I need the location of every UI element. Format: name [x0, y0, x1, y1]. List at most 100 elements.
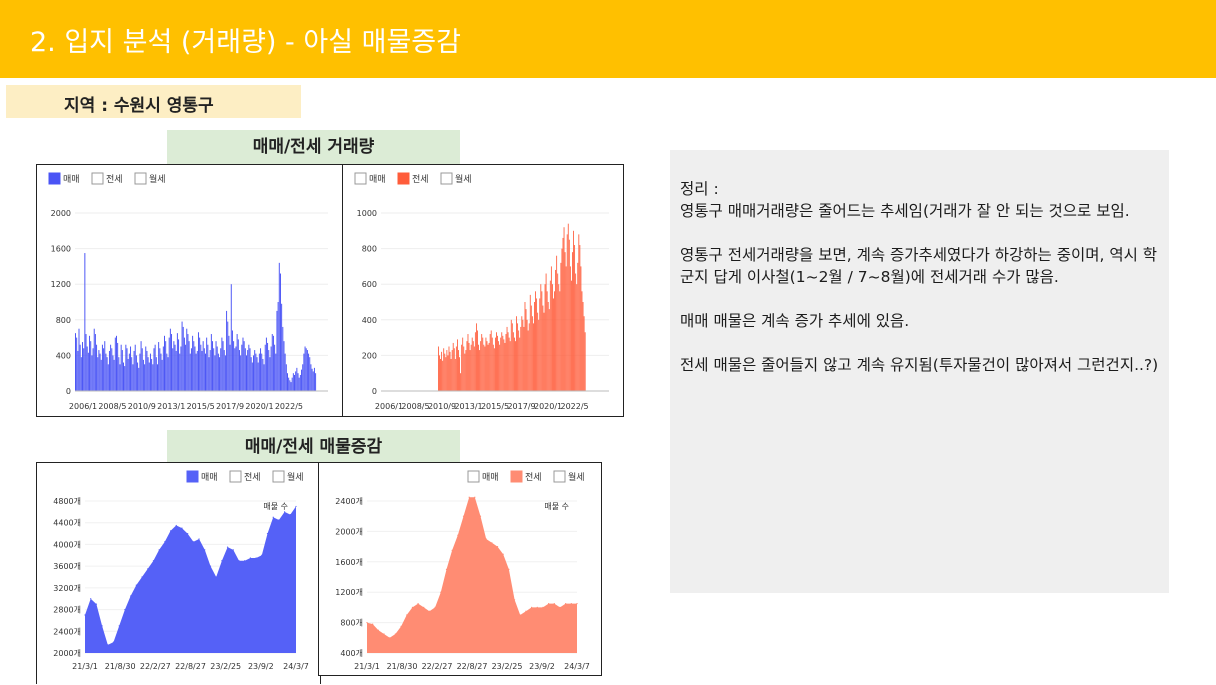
- x-tick-label-2-4: 23/2/25: [210, 662, 241, 671]
- bar-1-101: [544, 284, 546, 391]
- notes-heading: 정리 :: [680, 180, 719, 198]
- bar-0-162: [264, 344, 266, 391]
- legend-swatch-3-2: [553, 470, 566, 483]
- bar-0-181: [287, 373, 288, 391]
- bar-0-69: [155, 357, 157, 391]
- point-2-6: [118, 625, 120, 627]
- point-3-37: [576, 603, 578, 605]
- bar-0-205: [315, 373, 317, 391]
- bar-0-137: [235, 346, 237, 391]
- bar-1-34: [473, 346, 475, 391]
- bar-1-137: [582, 302, 584, 391]
- bar-0-3: [78, 328, 80, 391]
- bar-0-56: [140, 341, 142, 391]
- bar-0-118: [213, 348, 215, 391]
- bar-0-168: [271, 334, 273, 391]
- bar-1-23: [462, 337, 464, 391]
- bar-1-78: [520, 326, 522, 391]
- bar-1-71: [512, 332, 514, 391]
- point-2-35: [283, 511, 286, 513]
- point-2-30: [255, 557, 257, 559]
- x-tick-label-1-5: 2017/9: [507, 402, 535, 411]
- bar-0-7: [83, 348, 85, 391]
- bar-0-77: [165, 341, 167, 391]
- bar-0-199: [308, 353, 310, 391]
- point-3-34: [559, 606, 561, 608]
- bar-1-10: [448, 346, 450, 391]
- bar-1-136: [581, 291, 583, 391]
- bar-0-167: [270, 346, 272, 391]
- legend-swatch-0-0: [48, 172, 61, 185]
- x-tick-label-0-2: 2010/9: [128, 402, 156, 411]
- point-3-1: [372, 623, 374, 625]
- bar-0-5: [80, 357, 82, 391]
- x-tick-label-1-0: 2006/1: [375, 402, 403, 411]
- bar-0-67: [153, 348, 155, 391]
- bar-0-18: [96, 344, 98, 391]
- bar-0-101: [193, 341, 195, 391]
- series-label-2: 매물 수: [263, 502, 288, 511]
- bar-0-140: [238, 350, 240, 391]
- bar-0-115: [209, 350, 211, 391]
- bar-0-203: [312, 371, 314, 391]
- legend-label-1-0: 매매: [369, 174, 386, 185]
- point-2-25: [226, 546, 229, 548]
- y-tick-label-3-0: 400개: [340, 648, 363, 658]
- bar-0-151: [251, 362, 253, 391]
- y-tick-label-1-1: 200: [362, 351, 377, 360]
- bar-0-123: [219, 357, 221, 391]
- legend-swatch-1-1: [397, 172, 410, 185]
- bar-0-145: [244, 348, 246, 391]
- x-tick-label-3-5: 23/9/2: [529, 662, 555, 671]
- point-3-10: [423, 606, 425, 608]
- bar-1-44: [484, 346, 486, 391]
- y-tick-label-3-5: 2400개: [335, 496, 363, 506]
- bar-0-175: [279, 273, 281, 391]
- bar-1-109: [553, 298, 554, 391]
- bar-1-76: [518, 330, 520, 391]
- bar-0-100: [192, 335, 194, 391]
- bar-0-189: [296, 367, 298, 391]
- bar-1-82: [524, 302, 526, 391]
- bar-1-45: [485, 337, 487, 391]
- y-tick-label-0-1: 400: [56, 351, 71, 360]
- bar-1-80: [522, 319, 524, 391]
- bar-0-104: [196, 350, 198, 391]
- point-3-13: [440, 591, 442, 593]
- y-tick-label-0-3: 1200: [51, 280, 71, 289]
- bar-0-177: [282, 326, 284, 391]
- x-tick-label-2-6: 24/3/7: [283, 662, 309, 671]
- bar-1-25: [464, 353, 466, 391]
- bar-1-55: [496, 332, 497, 391]
- bar-0-186: [292, 373, 294, 391]
- bar-0-79: [167, 357, 169, 391]
- bar-0-60: [145, 346, 147, 391]
- legend-label-3-1: 전세: [525, 472, 542, 483]
- bar-1-40: [480, 341, 482, 391]
- legend-label-2-2: 월세: [287, 471, 304, 483]
- bar-0-62: [147, 357, 149, 391]
- bar-0-23: [101, 344, 103, 391]
- bar-0-142: [241, 344, 243, 391]
- point-3-20: [479, 515, 482, 517]
- legend-swatch-1-0: [354, 172, 367, 185]
- legend-label-1-1: 전세: [412, 174, 429, 185]
- bar-0-152: [253, 355, 255, 391]
- bar-0-33: [113, 359, 115, 391]
- bar-0-34: [114, 337, 116, 391]
- bar-1-62: [503, 339, 505, 391]
- point-3-5: [394, 633, 396, 635]
- bar-0-170: [274, 344, 276, 391]
- bar-0-197: [305, 348, 307, 391]
- bar-0-1: [76, 337, 78, 391]
- point-2-29: [249, 557, 251, 559]
- point-3-25: [508, 568, 510, 570]
- bar-0-96: [187, 334, 189, 391]
- sale-volume-chart: 매매 전세 월세 0 400 800 1200 1600 2000 2006/1 2008/5 201…: [36, 164, 343, 417]
- bar-0-114: [208, 357, 210, 391]
- x-tick-label-3-1: 21/8/30: [387, 662, 418, 671]
- bar-1-68: [509, 341, 511, 391]
- point-2-31: [261, 554, 263, 556]
- bar-1-46: [486, 341, 488, 391]
- bar-1-104: [547, 302, 549, 391]
